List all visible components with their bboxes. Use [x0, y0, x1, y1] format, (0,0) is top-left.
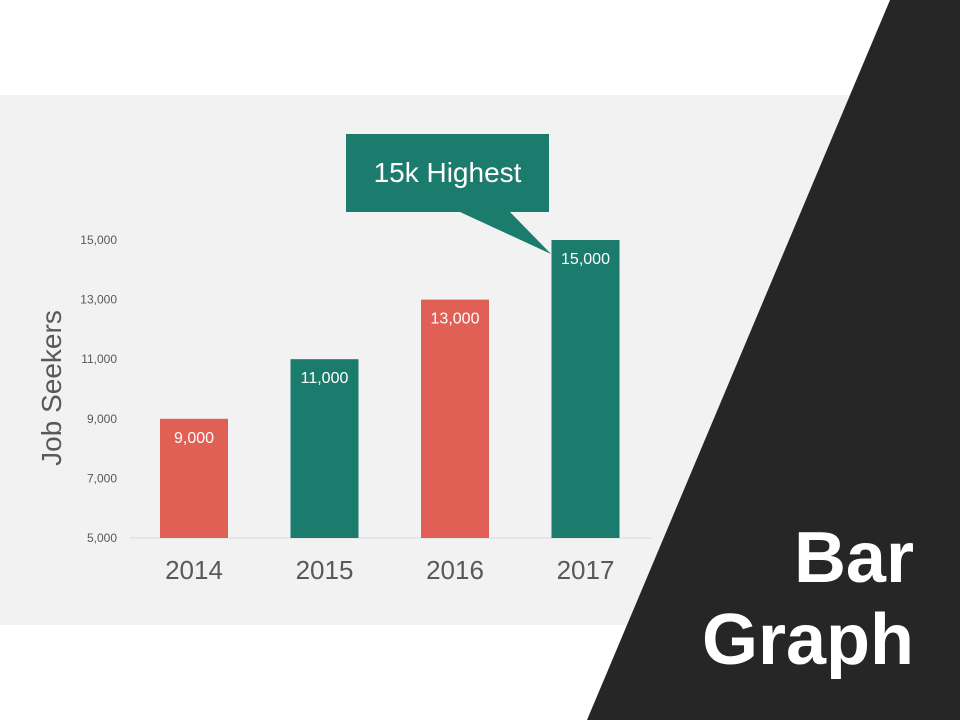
y-axis-ticks: 5,000 7,000 9,000 11,000 13,000 15,000 — [80, 233, 117, 545]
x-tick-label: 2015 — [296, 555, 354, 585]
bar-2015 — [290, 359, 359, 538]
callout-bubble — [346, 134, 551, 254]
y-tick-label: 7,000 — [87, 471, 117, 485]
data-label-2017: 15,000 — [561, 251, 610, 268]
y-tick-label: 9,000 — [87, 412, 117, 426]
x-tick-label: 2016 — [426, 555, 484, 585]
y-tick-label: 11,000 — [81, 352, 117, 366]
y-tick-label: 5,000 — [87, 531, 117, 545]
bars: 9,000 11,000 13,000 15,000 — [160, 240, 620, 538]
x-axis-ticks: 2014 2015 2016 2017 — [165, 555, 614, 585]
dark-band-shape — [587, 0, 960, 720]
bar-2014 — [160, 418, 228, 538]
bar-2017 — [551, 240, 620, 538]
x-tick-label: 2014 — [165, 555, 223, 585]
data-label-2015: 11,000 — [301, 370, 349, 387]
slide-title-line-1: Bar — [793, 518, 914, 598]
y-axis-label: Job Seekers — [36, 310, 67, 466]
x-tick-label: 2017 — [557, 555, 615, 585]
bar-2016 — [421, 299, 489, 538]
callout-text: 15k Highest — [373, 157, 522, 188]
data-label-2016: 13,000 — [431, 311, 480, 328]
y-tick-label: 15,000 — [80, 233, 117, 247]
slide-title-line-2: Graph — [701, 600, 914, 680]
y-tick-label: 13,000 — [80, 293, 117, 307]
data-label-2014: 9,000 — [174, 430, 214, 447]
